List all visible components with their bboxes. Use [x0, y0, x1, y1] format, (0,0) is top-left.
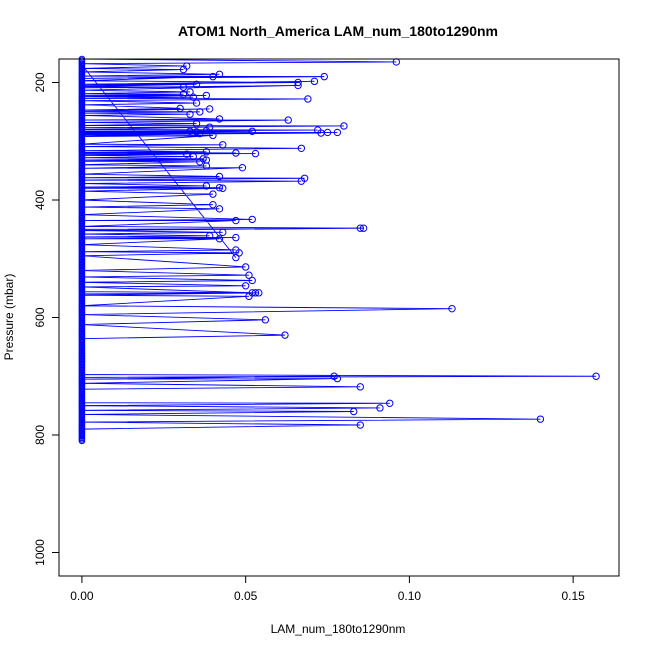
- data-point: [281, 331, 289, 339]
- data-point: [241, 263, 250, 271]
- data-point: [245, 271, 253, 279]
- data-point: [251, 289, 260, 297]
- y-axis-label: Pressure (mbar): [2, 274, 16, 361]
- data-point: [251, 149, 260, 158]
- chart-title: ATOM1 North_America LAM_num_180to1290nm: [178, 23, 498, 39]
- data-point: [241, 282, 250, 290]
- data-point: [294, 81, 302, 90]
- data-point: [215, 172, 224, 181]
- data-point: [179, 65, 188, 74]
- data-point: [238, 163, 247, 172]
- data-point: [183, 150, 191, 158]
- y-tick-label: 1000: [33, 539, 47, 566]
- data-point: [248, 127, 256, 135]
- data-point: [209, 190, 217, 198]
- data-point: [297, 177, 306, 185]
- data-point: [209, 72, 217, 81]
- data-point: [219, 141, 227, 149]
- data-point: [179, 90, 188, 98]
- data-point: [209, 131, 217, 140]
- data-point: [192, 119, 201, 128]
- data-point: [189, 152, 197, 161]
- data-point: [192, 99, 201, 107]
- data-point: [248, 215, 256, 224]
- data-point: [359, 224, 368, 232]
- data-point: [356, 383, 364, 391]
- data-point: [215, 205, 224, 213]
- data-point: [294, 78, 302, 87]
- data-point: [205, 232, 214, 240]
- data-point: [310, 77, 319, 86]
- data-point: [340, 122, 348, 130]
- data-point: [186, 88, 194, 96]
- series-points: [78, 55, 600, 445]
- data-point: [261, 316, 270, 324]
- data-point: [448, 304, 456, 313]
- data-point: [78, 437, 86, 445]
- y-tick-label: 600: [33, 307, 47, 327]
- data-point: [297, 144, 306, 153]
- data-point: [356, 224, 364, 232]
- data-point: [219, 228, 227, 237]
- data-point: [205, 105, 214, 113]
- data-point: [176, 104, 184, 113]
- y-tick-label: 400: [33, 190, 47, 210]
- data-point: [179, 83, 188, 91]
- data-point: [386, 399, 394, 407]
- data-point: [196, 129, 204, 138]
- data-point: [333, 374, 342, 383]
- x-tick-label: 0.10: [398, 589, 422, 603]
- data-point: [209, 201, 217, 209]
- data-point: [196, 158, 204, 166]
- data-point: [350, 407, 358, 416]
- data-point: [245, 292, 253, 301]
- data-point: [248, 276, 256, 285]
- y-tick-label: 800: [33, 425, 47, 445]
- data-point: [592, 372, 600, 380]
- data-point: [202, 162, 211, 170]
- data-point: [196, 108, 204, 116]
- data-point: [192, 80, 201, 88]
- data-point: [323, 128, 332, 137]
- data-point: [202, 126, 211, 135]
- data-point: [215, 70, 224, 78]
- data-point: [202, 156, 211, 164]
- data-point: [232, 233, 240, 242]
- data-point: [232, 216, 240, 225]
- data-point: [376, 404, 384, 412]
- data-point: [284, 116, 292, 124]
- x-tick-label: 0.15: [561, 589, 585, 603]
- data-point: [356, 421, 364, 429]
- x-tick-label: 0.05: [234, 589, 258, 603]
- data-point: [215, 115, 224, 123]
- series-line: [81, 58, 597, 441]
- series-lines: [81, 58, 597, 441]
- data-point: [189, 93, 197, 101]
- data-point: [215, 183, 224, 192]
- x-axis-label: LAM_num_180to1290nm: [271, 622, 406, 636]
- data-point: [320, 72, 328, 81]
- x-tick-label: 0.00: [70, 589, 94, 603]
- data-point: [232, 149, 240, 157]
- data-point: [215, 235, 224, 243]
- y-axis: 200 400 600 800 1000: [33, 72, 60, 566]
- data-point: [536, 415, 545, 423]
- data-point: [202, 148, 211, 156]
- y-tick-label: 200: [33, 72, 47, 92]
- data-point: [202, 182, 211, 190]
- data-point: [232, 253, 240, 262]
- data-point: [219, 184, 227, 192]
- data-point: [202, 91, 211, 100]
- data-point: [304, 95, 312, 103]
- data-point: [186, 110, 194, 118]
- data-point: [255, 289, 263, 297]
- data-point: [333, 128, 342, 137]
- x-axis: 0.00 0.05 0.10 0.15: [70, 575, 585, 603]
